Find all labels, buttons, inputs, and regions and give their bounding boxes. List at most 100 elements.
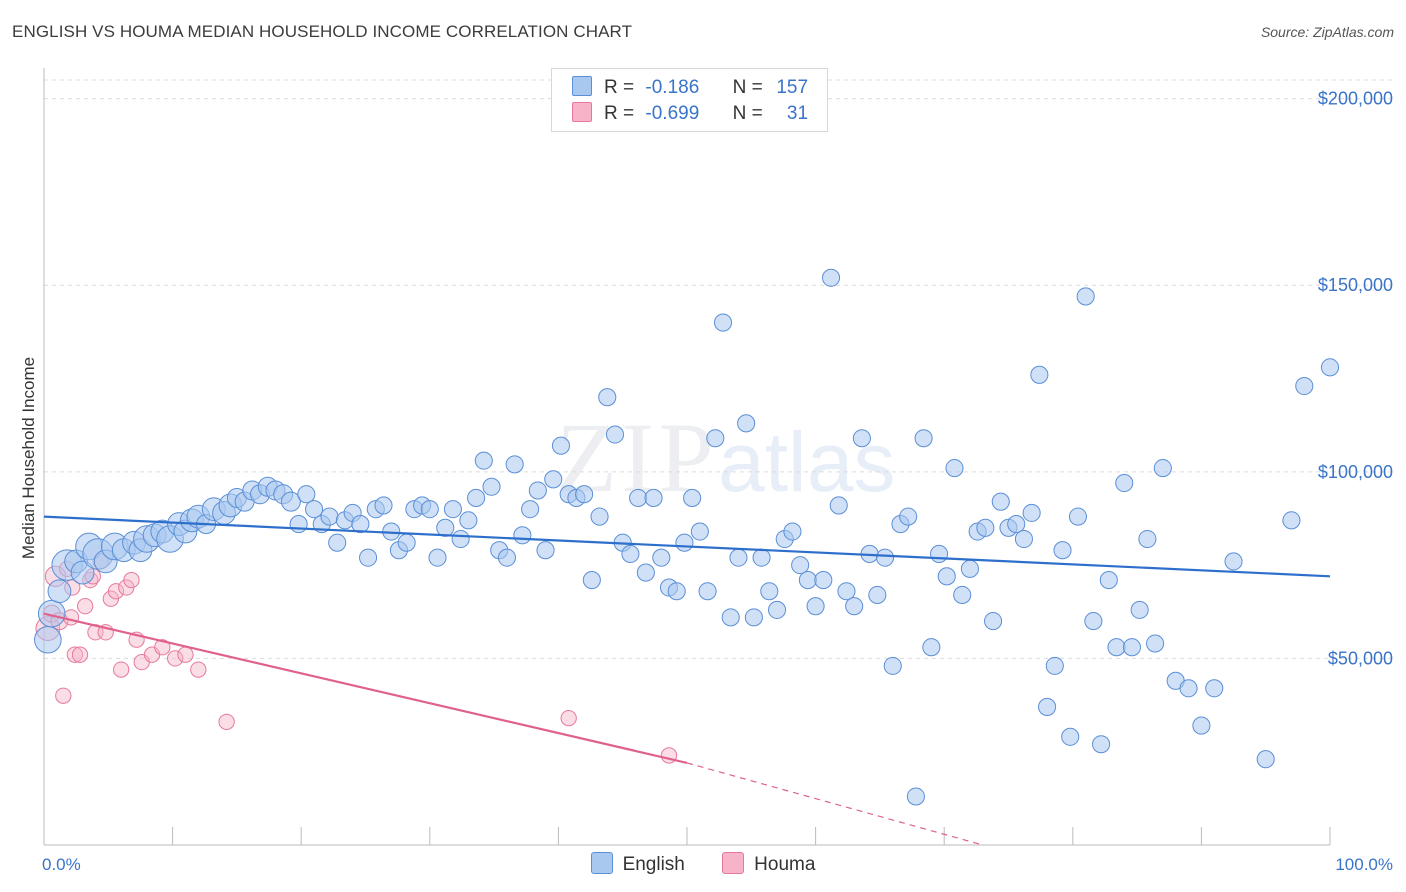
houma-point — [560, 709, 577, 727]
english-point — [328, 533, 347, 552]
houma-point — [177, 646, 194, 663]
english-point — [1138, 529, 1157, 549]
english-point — [1107, 638, 1126, 657]
english-point — [644, 488, 663, 508]
english-point — [1014, 529, 1033, 549]
english-point — [829, 496, 848, 515]
english-point — [953, 585, 972, 605]
english-point — [922, 638, 941, 657]
english-point — [47, 579, 72, 604]
y-tick-label: $50,000 — [1328, 648, 1393, 668]
grid-lines — [44, 79, 1395, 659]
series-legend: English Houma — [0, 852, 1406, 876]
english-point — [590, 507, 609, 526]
english-legend-swatch — [590, 852, 613, 874]
english-point — [451, 529, 470, 549]
english-point — [497, 548, 517, 567]
english-point — [582, 570, 601, 590]
english-point — [814, 570, 833, 590]
english-point — [798, 570, 817, 590]
y-tick-label: $150,000 — [1318, 275, 1393, 295]
chart-title: ENGLISH VS HOUMA MEDIAN HOUSEHOLD INCOME… — [12, 22, 633, 41]
english-point — [1038, 697, 1057, 716]
english-point — [1205, 679, 1224, 698]
english-point — [1061, 727, 1080, 746]
english-point — [521, 500, 540, 519]
english-point — [1224, 552, 1243, 571]
houma-trend-line — [43, 612, 688, 764]
english-point — [459, 511, 478, 530]
english-point — [374, 496, 393, 515]
legend-item-english[interactable]: English — [590, 852, 685, 876]
english-point — [760, 582, 779, 601]
english-point — [436, 518, 455, 537]
houma-swatch — [572, 102, 592, 122]
english-r-value: -0.186 — [645, 77, 700, 98]
english-point — [868, 585, 887, 605]
y-axis-label: Median Household Income — [19, 357, 38, 559]
english-point — [1192, 716, 1211, 735]
english-point — [474, 451, 493, 470]
english-point — [1320, 358, 1340, 377]
english-point — [297, 485, 316, 504]
english-point — [721, 608, 740, 627]
english-point — [821, 268, 841, 287]
legend-item-houma[interactable]: Houma — [722, 852, 815, 876]
houma-legend-swatch — [722, 852, 745, 874]
english-point — [914, 429, 933, 448]
english-point — [1282, 511, 1301, 530]
english-point — [320, 507, 339, 526]
english-n-label: N = — [732, 77, 763, 98]
legend-row-houma: R = -0.699 N = 31 — [572, 102, 808, 126]
houma-r-value: -0.699 — [645, 103, 700, 124]
houma-point — [66, 646, 84, 663]
english-point — [1084, 612, 1103, 631]
english-point — [683, 488, 702, 508]
y-tick-label: $100,000 — [1318, 462, 1393, 482]
english-point — [467, 488, 486, 508]
english-point — [737, 414, 756, 433]
correlation-legend: R = -0.186 N = 157 R = -0.699 N = 31 — [551, 68, 828, 132]
english-point — [852, 429, 871, 448]
english-point — [636, 563, 655, 582]
english-point — [1007, 515, 1026, 534]
english-point — [536, 541, 555, 560]
english-point — [1030, 365, 1049, 384]
english-point — [899, 507, 918, 526]
english-point — [744, 608, 763, 627]
english-point — [505, 455, 524, 474]
axes — [43, 68, 1331, 846]
english-point — [652, 548, 671, 567]
english-point — [420, 500, 439, 519]
english-point — [482, 477, 501, 496]
english-point — [875, 548, 895, 567]
english-point — [1115, 473, 1134, 493]
x-tick-label-end: 100.0% — [1335, 855, 1393, 874]
english-point — [280, 491, 301, 512]
english-point — [767, 600, 787, 619]
houma-point — [107, 583, 125, 600]
english-point — [1076, 287, 1095, 306]
houma-point — [71, 646, 89, 663]
chart-source: Source: ZipAtlas.com — [1260, 24, 1394, 40]
houma-point — [167, 650, 184, 667]
english-point — [1146, 634, 1165, 653]
english-point — [575, 485, 594, 504]
english-point — [1045, 656, 1064, 675]
english-point — [675, 533, 694, 552]
english-point — [359, 548, 378, 567]
english-point — [1130, 600, 1149, 619]
houma-point — [123, 571, 140, 589]
english-point — [443, 500, 462, 519]
english-point — [945, 459, 964, 478]
english-point — [906, 787, 925, 806]
english-point — [698, 582, 717, 601]
english-point — [34, 625, 62, 654]
english-point — [845, 597, 864, 616]
english-point — [551, 436, 571, 455]
english-point — [883, 656, 902, 675]
english-point — [1295, 376, 1314, 396]
english-point — [70, 560, 95, 585]
english-point — [937, 567, 956, 586]
english-point — [544, 470, 563, 489]
